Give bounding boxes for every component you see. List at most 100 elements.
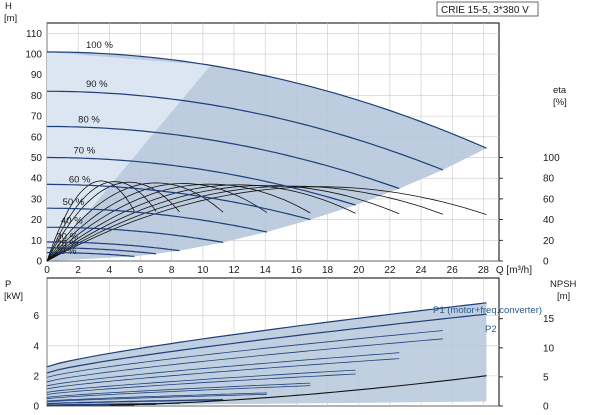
head-y-tick-label: 30 (31, 194, 43, 205)
head-curve (47, 51, 487, 149)
p1-series-label: P1 (motor+freq.converter) (433, 305, 542, 316)
head-x-tick-label: 26 (447, 265, 459, 276)
power-curve-p1 (46, 352, 400, 387)
head-curve (47, 156, 356, 206)
head-x-tick-label: 2 (75, 265, 81, 276)
head-x-tick-label: 22 (384, 265, 396, 276)
head-curve-label: 60 % (69, 174, 91, 185)
head-y-tick-label: 80 (31, 91, 43, 102)
head-x-tick-label: 16 (291, 265, 303, 276)
power-y-tick-label: 4 (33, 341, 39, 352)
power-curve-p2 (46, 393, 267, 403)
npsh-y-tick-label: 0 (543, 402, 549, 413)
power-y-tick-label: 0 (33, 402, 39, 413)
head-curve-label: 100 % (86, 40, 113, 51)
power-curve-p2 (46, 373, 356, 395)
head-x-tick-label: 24 (416, 265, 428, 276)
power-curve-p2 (46, 385, 311, 400)
npsh-y-tick-label: 15 (543, 314, 555, 325)
power-curve-p2 (46, 399, 224, 405)
power-axis-unit: [kW] (4, 291, 23, 302)
head-x-tick-label: 0 (44, 265, 50, 276)
head-x-tick-label: 4 (107, 265, 113, 276)
head-axis-unit: [m] (4, 13, 17, 24)
head-curve-label: 70 % (73, 145, 95, 156)
npsh-y-tick-label: 5 (543, 372, 549, 383)
eta-y-tick-label: 60 (543, 194, 555, 205)
power-curve-p1 (46, 369, 356, 393)
power-curve-p2 (46, 313, 487, 374)
head-curve (47, 207, 267, 233)
eta-y-tick-label: 100 (543, 153, 560, 164)
efficiency-curve (46, 185, 400, 262)
efficiency-curve (46, 186, 487, 262)
power-curve-p2 (46, 338, 443, 383)
head-x-tick-label: 14 (260, 265, 272, 276)
p2-series-label: P2 (485, 324, 497, 335)
head-curve-label: 25 % (56, 239, 78, 250)
eta-axis-label: eta (553, 85, 567, 96)
efficiency-curve (46, 180, 135, 262)
eta-y-tick-label: 80 (543, 174, 555, 185)
model-label: CRIE 15-5, 3*380 V (441, 5, 529, 16)
efficiency-curve (46, 182, 224, 262)
head-x-axis-label: Q [m³/h] (496, 265, 532, 276)
head-x-tick-label: 12 (228, 265, 240, 276)
head-curve (47, 183, 311, 221)
eta-y-tick-label: 0 (543, 257, 549, 268)
head-y-tick-label: 0 (36, 257, 42, 268)
model-label-frame (436, 1, 539, 17)
head-curve-label: 80 % (78, 114, 100, 125)
npsh-axis-unit: [m] (557, 291, 570, 302)
head-curve (47, 90, 444, 171)
power-y-tick-label: 6 (33, 311, 39, 322)
head-curve (47, 251, 135, 257)
head-y-tick-label: 110 (26, 29, 42, 40)
head-chart: 0 2 4 6 8 10 12 14 16 18 20 22 24 26 28010203040506070… (25, 22, 560, 276)
eta-axis-unit: [%] (553, 97, 567, 108)
efficiency-curve (46, 183, 311, 262)
head-y-tick-label: 10 (31, 236, 43, 247)
npsh-axis-label: NPSH (550, 279, 577, 290)
head-curve (47, 125, 400, 190)
head-x-tick-label: 6 (138, 265, 144, 276)
npsh-curve (109, 375, 487, 406)
head-y-tick-label: 70 (31, 112, 43, 123)
efficiency-curve (46, 185, 444, 262)
head-curve-label: 50 % (63, 197, 85, 208)
efficiency-curve (46, 181, 157, 262)
head-x-tick-label: 10 (197, 265, 209, 276)
head-y-tick-label: 20 (31, 215, 43, 226)
head-x-tick-label: 20 (353, 265, 365, 276)
head-x-tick-label: 8 (169, 265, 175, 276)
head-curve (47, 241, 180, 252)
power-curve-p1 (46, 382, 311, 398)
head-axis-label: H (5, 1, 12, 12)
head-x-tick-label: 18 (322, 265, 334, 276)
npsh-y-tick-label: 10 (543, 343, 555, 354)
head-curve (47, 247, 157, 255)
head-y-tick-label: 40 (31, 174, 43, 185)
power-axis-label: P (5, 279, 11, 290)
head-x-tick-label: 28 (478, 265, 490, 276)
efficiency-curve (46, 184, 356, 262)
power-operating-area (47, 302, 487, 406)
model-label-box: CRIE 15-5, 3*380 V (436, 1, 539, 17)
head-curve-label: 90 % (86, 79, 108, 90)
head-curve-label: 30 % (56, 231, 78, 242)
head-y-tick-label: 50 (31, 153, 43, 164)
head-y-tick-label: 90 (31, 70, 43, 81)
power-curve-p2 (46, 358, 400, 390)
power-y-tick-label: 2 (33, 371, 39, 382)
head-y-tick-label: 60 (31, 132, 43, 143)
power-curve-p1 (46, 398, 224, 404)
efficiency-curve (46, 183, 268, 262)
power-curve-p1 (46, 330, 443, 378)
head-curve-label: 20 % (55, 246, 77, 257)
eta-y-tick-label: 20 (543, 236, 555, 247)
head-curve-label: 40 % (61, 216, 83, 227)
power-curve-p1 (46, 302, 487, 368)
